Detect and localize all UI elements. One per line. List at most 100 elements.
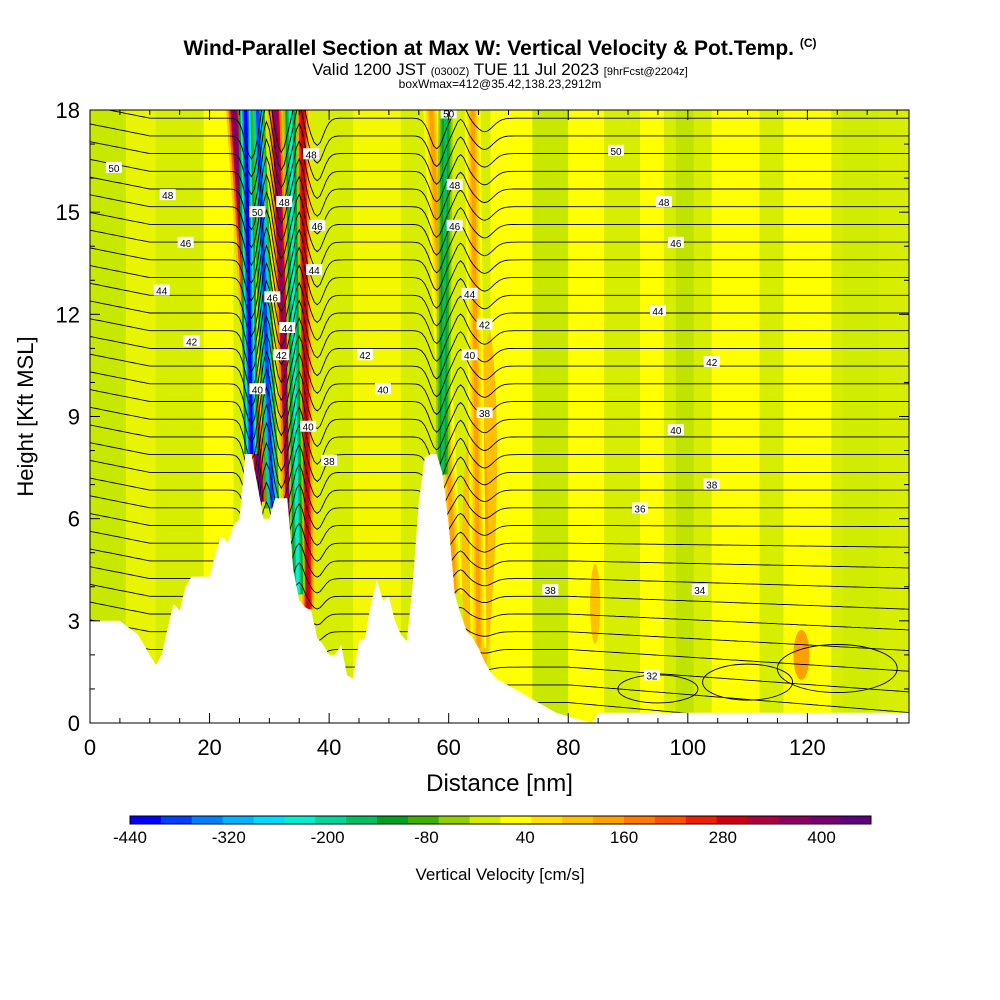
utc-time: (0300Z) <box>430 66 470 78</box>
isentrope-label-text: 42 <box>359 351 371 362</box>
field-band <box>490 110 533 723</box>
isentrope-label: 44 <box>306 264 323 277</box>
isentrope-line <box>90 279 909 355</box>
plot-area <box>90 110 909 723</box>
isentrope-label-bg <box>306 264 323 276</box>
isentrope-line <box>90 173 909 249</box>
isentrope-label-bg <box>631 502 648 514</box>
isentrope-label-text: 50 <box>108 164 120 175</box>
isentrope-label-text: 34 <box>694 586 706 597</box>
isentrope-line <box>90 137 909 213</box>
isentrope-label: 40 <box>300 420 317 434</box>
isentrope-line <box>90 110 909 178</box>
isentrope-label-text: 46 <box>267 293 279 304</box>
x-axis-label: Distance [nm] <box>426 770 573 797</box>
field-band <box>711 110 760 723</box>
isentrope-label-bg <box>249 206 266 218</box>
isentrope-label-bg <box>643 669 660 681</box>
isentrope-label-bg <box>374 383 391 395</box>
isentrope-label-text: 44 <box>156 286 168 297</box>
colorbar-swatch <box>469 816 501 824</box>
isentrope-label-text: 38 <box>479 409 491 420</box>
isentrope-label-bg <box>542 584 559 596</box>
field-band <box>639 110 664 723</box>
chart-title: Wind-Parallel Section at Max W: Vertical… <box>0 36 1000 61</box>
isentrope-line <box>90 120 909 196</box>
isentrope-label-text: 46 <box>312 222 324 233</box>
isentrope-label-bg <box>703 478 720 490</box>
terrain <box>90 454 909 723</box>
colorbar-swatch <box>531 816 563 824</box>
downdraft-band <box>243 110 254 454</box>
isentrope-label-bg <box>309 219 326 231</box>
colorbar-swatch <box>253 816 285 824</box>
y-tick-label: 3 <box>68 609 80 634</box>
isentrope-line <box>90 461 909 526</box>
isentrope-label-bg <box>264 291 281 303</box>
isentrope-line <box>90 315 909 391</box>
field-band <box>675 110 694 723</box>
colorbar-swatch <box>716 816 748 824</box>
isentrope-label-bg <box>273 349 290 361</box>
isentrope-label-text: 40 <box>377 385 389 396</box>
isentrope-label: 44 <box>279 321 296 335</box>
isentrope-label-text: 40 <box>464 351 476 362</box>
isentrope-line <box>90 421 909 496</box>
isentrope-label: 50 <box>105 161 122 175</box>
valid-time: Valid 1200 JST <box>312 60 426 79</box>
isentrope-label: 40 <box>461 349 478 362</box>
isentrope-label-bg <box>461 349 478 361</box>
colorbar-tick-label: 280 <box>709 828 737 847</box>
field-band <box>125 110 156 723</box>
isentrope-label-text: 42 <box>186 338 198 349</box>
y-tick-label: 12 <box>56 302 80 327</box>
valid-date: TUE 11 Jul 2023 <box>473 60 600 79</box>
isentrope-label-text: 38 <box>324 457 336 468</box>
x-tick-label: 120 <box>789 735 826 760</box>
isentrope-label-bg <box>105 161 122 173</box>
isentrope-label-bg <box>608 144 625 156</box>
isentrope-label-bg <box>321 454 338 466</box>
colorbar: -440 -320 -200 -80 40 160 280 400 <box>113 815 872 847</box>
isentrope-label: 44 <box>649 304 666 318</box>
isentrope-label-bg <box>249 383 266 395</box>
field-band <box>783 110 832 723</box>
isentrope-label-bg <box>279 321 296 333</box>
colorbar-swatch <box>624 816 656 824</box>
y-tick-label: 9 <box>68 405 80 430</box>
isentrope-label-bg <box>649 304 666 316</box>
y-tick-label: 18 <box>56 98 80 123</box>
isentrope-label: 38 <box>542 584 559 597</box>
isentrope-line <box>90 350 909 426</box>
y-tick-label: 6 <box>68 507 80 532</box>
isentrope-label-bg <box>300 420 317 432</box>
isentrope-label: 42 <box>476 318 493 332</box>
isentrope-line <box>106 110 909 160</box>
isentrope-label-text: 32 <box>646 671 658 682</box>
isentrope-line <box>90 261 909 337</box>
colorbar-swatch <box>809 816 841 824</box>
isentrope-line <box>90 403 909 479</box>
updraft-band <box>470 110 481 649</box>
isentrope-line <box>90 501 909 556</box>
colorbar-swatch <box>284 816 316 824</box>
isentrope-label-bg <box>159 189 176 201</box>
colorbar-swatch <box>407 816 440 824</box>
updraft-patch <box>590 563 601 644</box>
isentrope-label-text: 36 <box>634 504 646 515</box>
isentrope-label: 38 <box>476 407 493 420</box>
isentrope-label: 36 <box>631 502 648 515</box>
x-tick-label: 100 <box>669 735 706 760</box>
chart-title-main: Wind-Parallel Section at Max W: Vertical… <box>183 37 794 60</box>
isentrope-label: 46 <box>309 219 326 233</box>
x-tick-label: 0 <box>84 735 96 760</box>
isentrope-label-bg <box>446 219 463 231</box>
colorbar-swatch <box>562 816 594 824</box>
isentrope-label-text: 40 <box>670 426 682 437</box>
isentrope-label-text: 48 <box>279 198 291 209</box>
isentrope-labels: 50 48 46 44 42 50 48 46 44 42 40 48 46 44 40 38 42 40 50 48… <box>105 107 720 682</box>
isentrope-line <box>90 297 909 373</box>
isentrope-label-text: 48 <box>449 181 461 192</box>
